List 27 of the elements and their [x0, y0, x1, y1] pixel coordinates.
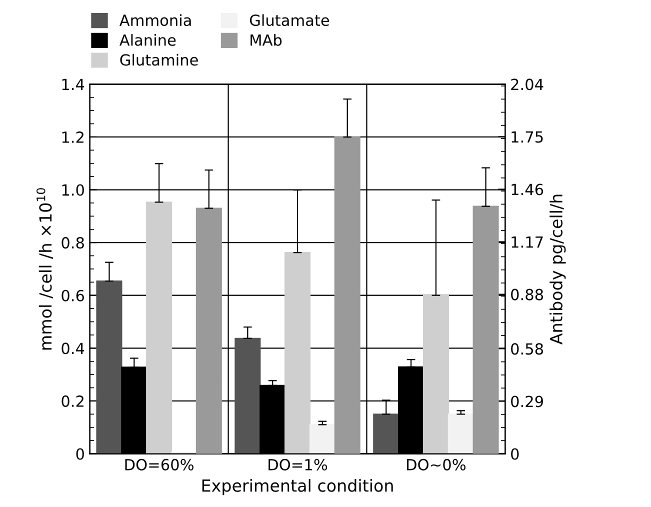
legend-label: Glutamate: [250, 14, 330, 26]
y-tick-label: 0.6: [62, 290, 84, 302]
y2-tick-label: 0.88: [511, 288, 544, 300]
y-tick-label: 1.0: [62, 184, 84, 196]
y-tick-label: 0.2: [62, 395, 84, 407]
legend-label: MAb: [250, 34, 282, 46]
y2-tick-label: 0: [511, 448, 519, 460]
y-tick-label: 0.8: [62, 237, 84, 249]
legend-label: Ammonia: [119, 14, 191, 26]
x-tick-label: DO~0%: [407, 458, 466, 470]
legend-label: Alanine: [119, 34, 176, 46]
y2-axis-title: Antibody pg/cell/h: [550, 194, 566, 344]
y2-tick-label: 2.04: [511, 78, 544, 90]
y2-tick-label: 0.58: [511, 343, 544, 355]
y2-tick-label: 0.29: [511, 396, 543, 408]
y2-tick-label: 1.17: [512, 236, 543, 248]
x-tick-label: DO=1%: [268, 458, 328, 470]
y-tick-label: 1.2: [62, 131, 84, 143]
y-tick-label: 0.4: [62, 342, 84, 354]
x-axis-title: Experimental condition: [202, 478, 393, 496]
y-tick-label: 1.4: [62, 78, 84, 90]
y-axis-title: mmol /cell /h ×10$^{10}$: [36, 188, 54, 350]
x-tick-label: DO=60%: [125, 458, 194, 470]
y2-tick-label: 1.46: [512, 184, 544, 196]
y-tick-label: 0: [76, 448, 84, 460]
y2-tick-label: 1.75: [512, 131, 543, 143]
legend-label: Glutamine: [120, 54, 198, 66]
